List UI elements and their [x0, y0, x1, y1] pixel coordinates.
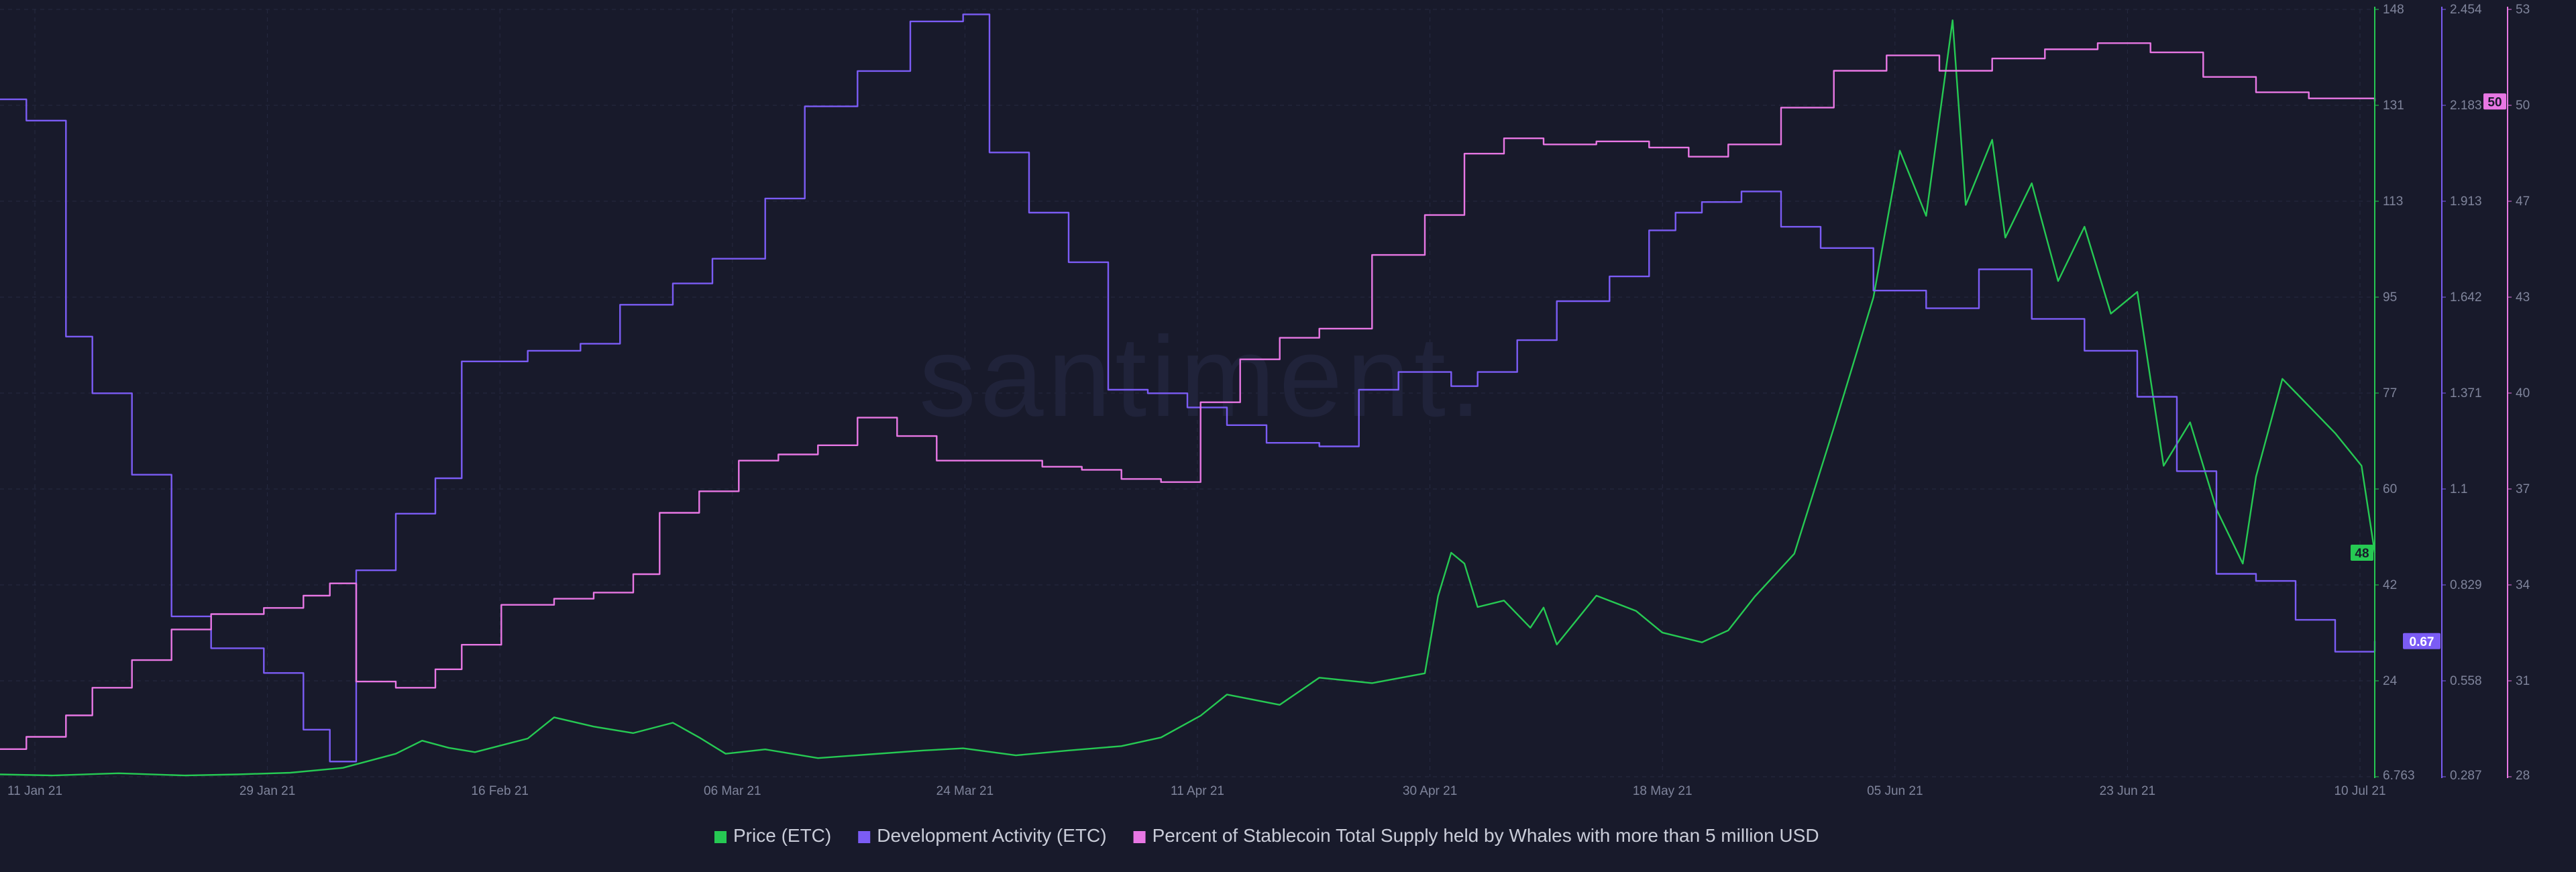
- x-tick-label: 05 Jun 21: [1867, 784, 1923, 798]
- whale-axis-tick-label: 43: [2516, 290, 2530, 305]
- axes: 11 Jan 21 29 Jan 21 16 Feb 21 06 Mar 21 24 M…: [7, 3, 2530, 798]
- x-tick-label: 11 Jan 21: [7, 784, 62, 798]
- whale-axis-tick-label: 53: [2516, 3, 2530, 17]
- x-tick-label: 30 Apr 21: [1403, 784, 1457, 798]
- whale-axis-tick-label: 37: [2516, 482, 2530, 496]
- legend-swatch: [858, 831, 871, 843]
- series-line: [0, 19, 2376, 777]
- dev-axis-tick-label: 2.454: [2450, 3, 2482, 17]
- series-lines: [0, 13, 2376, 777]
- legend-entry: Price (ETC): [733, 825, 831, 846]
- whale-current-value: 50: [2487, 95, 2502, 109]
- dev-axis-tick-label: 2.183: [2450, 99, 2482, 113]
- dev-axis-tick-label: 0.558: [2450, 674, 2482, 688]
- x-tick-label: 29 Jan 21: [239, 784, 295, 798]
- dev-axis-tick-label: 1.913: [2450, 195, 2482, 209]
- price-axis-tick-label: 60: [2383, 482, 2397, 496]
- dev-axis-tick-label: 1.1: [2450, 482, 2467, 496]
- x-tick-label: 10 Jul 21: [2334, 784, 2385, 798]
- price-axis-tick-label: 131: [2383, 99, 2404, 113]
- whale-axis-tick-label: 47: [2516, 195, 2530, 209]
- price-axis-tick-label: 42: [2383, 578, 2397, 592]
- price-axis-tick-label: 77: [2383, 386, 2397, 400]
- series-line: [0, 13, 2376, 763]
- whale-axis-tick-label: 34: [2516, 578, 2530, 592]
- legend-entry: Development Activity (ETC): [877, 825, 1106, 846]
- price-current-value: 48: [2355, 547, 2369, 561]
- legend: Price (ETC) Development Activity (ETC) Per…: [714, 825, 1819, 846]
- series-line: [0, 42, 2376, 750]
- x-tick-label: 18 May 21: [1633, 784, 1693, 798]
- legend-entry: Percent of Stablecoin Total Supply held …: [1152, 825, 1819, 846]
- x-tick-label: 23 Jun 21: [2100, 784, 2155, 798]
- dev-current-value: 0.67: [2410, 635, 2434, 649]
- whale-axis-tick-label: 28: [2516, 769, 2530, 783]
- x-tick-label: 11 Apr 21: [1171, 784, 1224, 798]
- whale-axis-tick-label: 31: [2516, 674, 2530, 688]
- whale-axis-tick-label: 50: [2516, 99, 2530, 113]
- x-tick-label: 06 Mar 21: [704, 784, 761, 798]
- whale-axis-tick-label: 40: [2516, 386, 2530, 400]
- price-axis-tick-label: 113: [2383, 195, 2403, 209]
- current-value-badges: 48 0.67 50: [2351, 93, 2506, 649]
- price-axis-tick-label: 148: [2383, 3, 2404, 17]
- price-axis-tick-label: 6.763: [2383, 769, 2415, 783]
- legend-swatch: [1133, 831, 1146, 843]
- legend-swatch: [714, 831, 727, 843]
- watermark: santiment.: [919, 313, 1485, 441]
- dev-axis-tick-label: 0.287: [2450, 769, 2482, 783]
- dev-axis-tick-label: 0.829: [2450, 578, 2482, 592]
- x-tick-label: 16 Feb 21: [471, 784, 529, 798]
- dev-axis-tick-label: 1.371: [2450, 386, 2482, 400]
- whale-current-badge: [2483, 93, 2506, 110]
- price-current-badge: [2351, 544, 2373, 561]
- price-axis-tick-label: 95: [2383, 290, 2397, 305]
- price-axis-tick-label: 24: [2383, 674, 2398, 688]
- x-tick-label: 24 Mar 21: [936, 784, 994, 798]
- dev-axis-tick-label: 1.642: [2450, 290, 2482, 305]
- dev-current-badge: [2403, 633, 2440, 649]
